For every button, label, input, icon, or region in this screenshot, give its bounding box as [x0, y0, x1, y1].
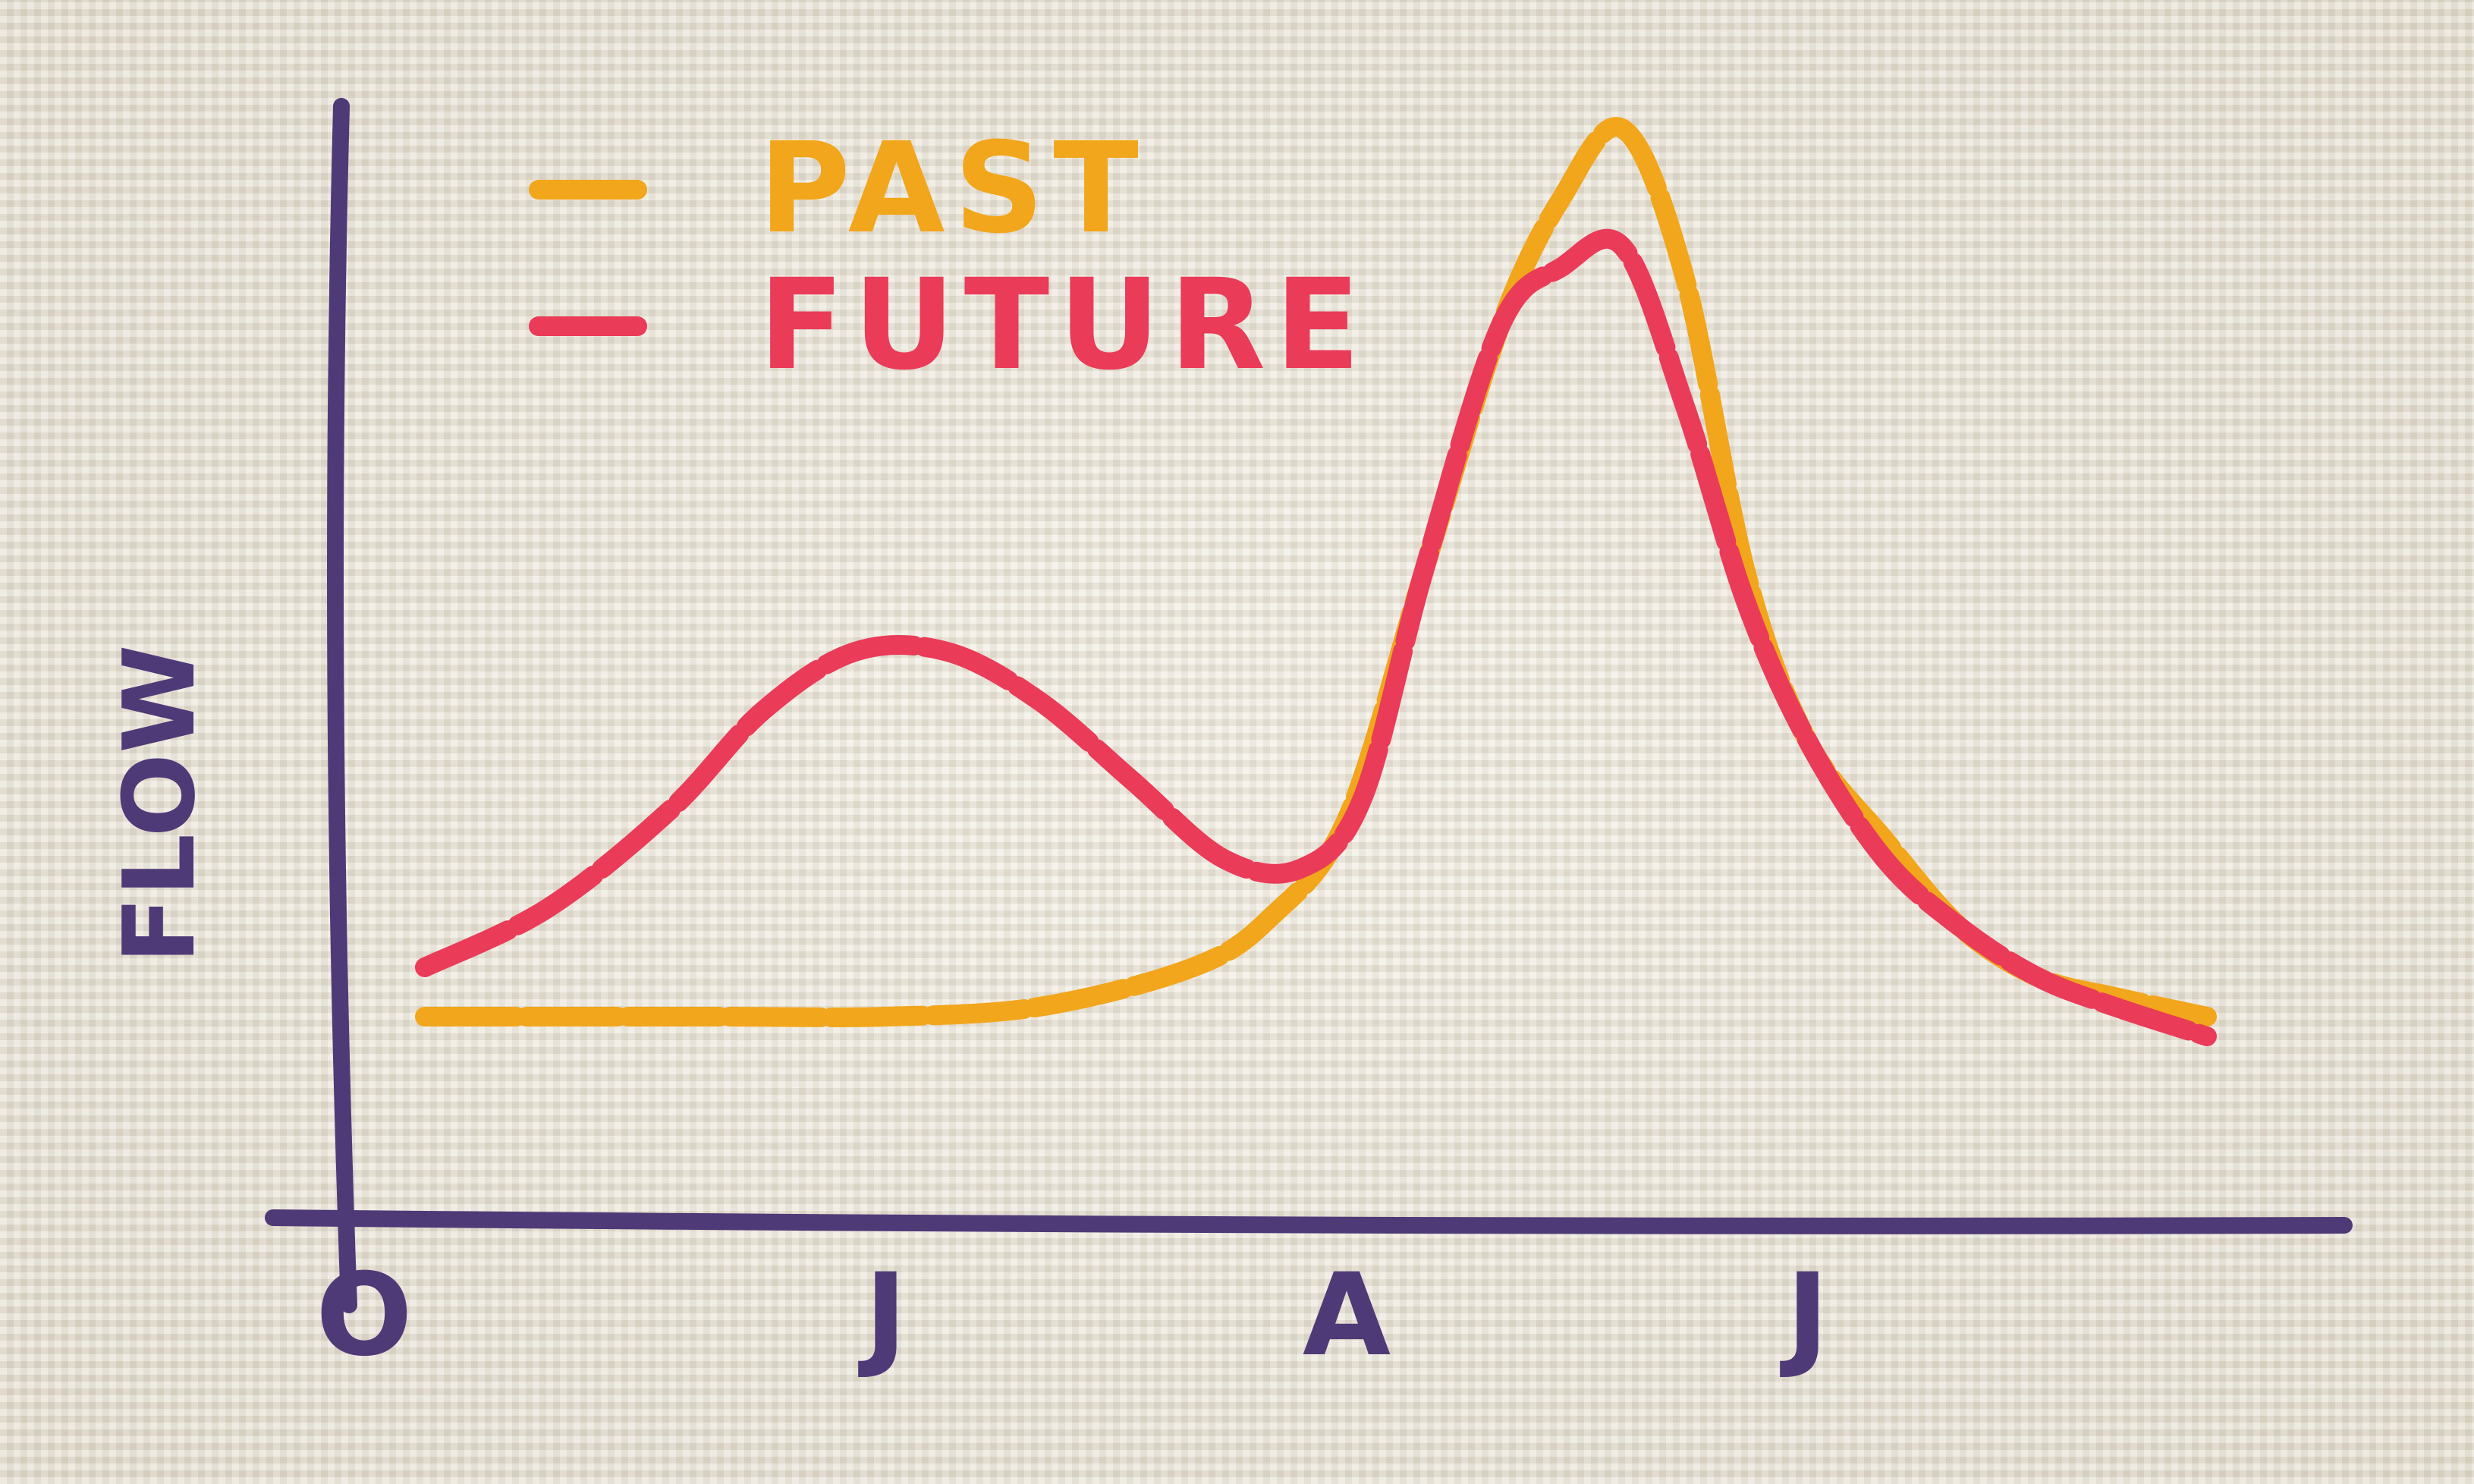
- y-axis-line: [327, 98, 357, 1313]
- axes-layer: [265, 98, 2353, 1313]
- series-future: [415, 228, 2217, 1046]
- legend-label-future: FUTURE: [759, 252, 1369, 398]
- x-axis-line: [265, 1209, 2353, 1234]
- labels-layer: FLOW O J A J: [102, 645, 1828, 1382]
- series-line-future: [415, 228, 2217, 1046]
- x-tick-label-3: J: [1780, 1250, 1829, 1382]
- x-tick-label-2: A: [1303, 1250, 1391, 1382]
- legend-label-past: PAST: [759, 115, 1148, 261]
- x-tick-label-0: O: [316, 1250, 413, 1382]
- series-layer: [415, 117, 2217, 1046]
- x-tick-label-1: J: [858, 1250, 907, 1382]
- y-axis-label: FLOW: [102, 645, 217, 964]
